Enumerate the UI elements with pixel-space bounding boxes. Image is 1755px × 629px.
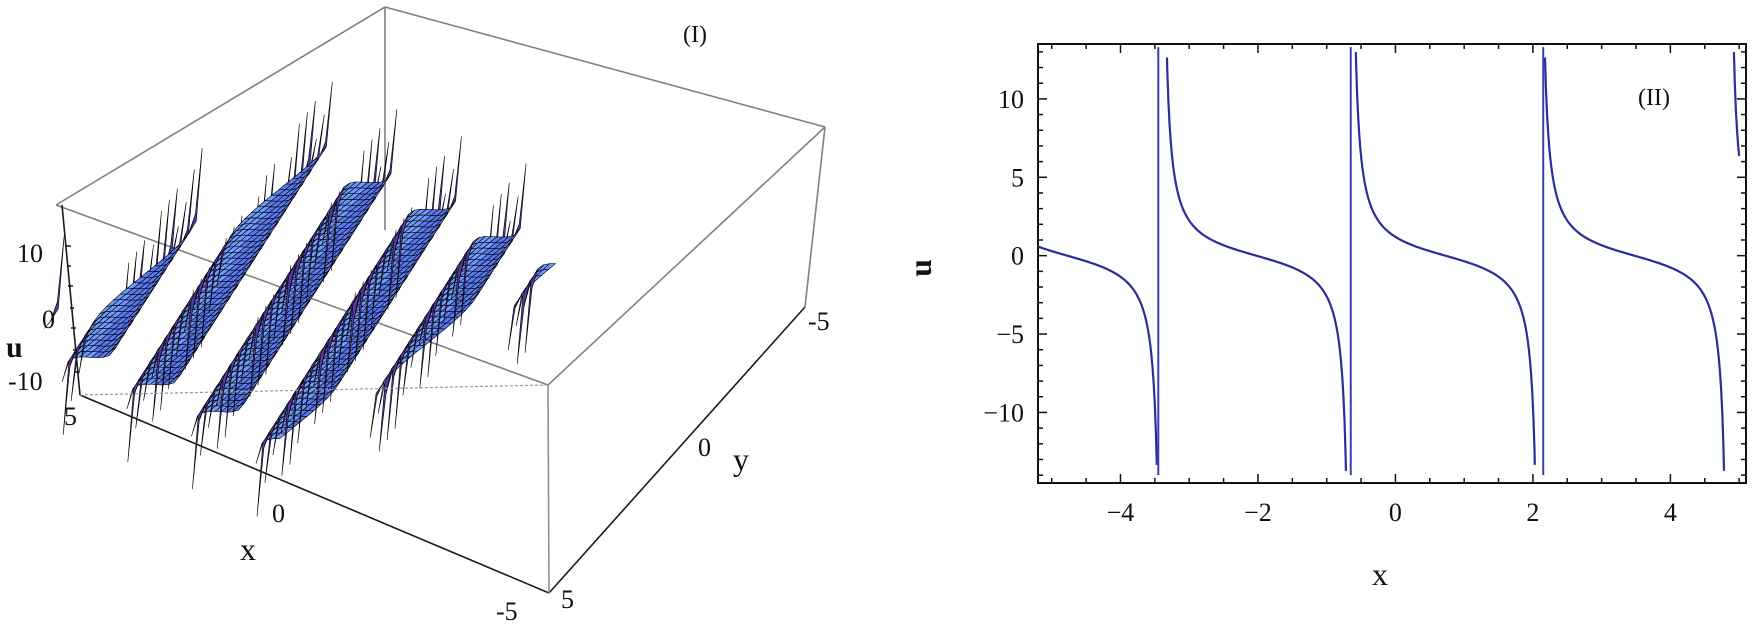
svg-text:5: 5 <box>1011 163 1024 192</box>
tick-labels: −4 −2 0 2 4 10 5 0 −5 −10 <box>983 85 1677 527</box>
svg-text:−2: −2 <box>1244 498 1272 527</box>
panel-label-I: (I) <box>683 22 707 48</box>
svg-text:0: 0 <box>1389 498 1402 527</box>
z-tick-10: 10 <box>17 239 43 268</box>
panel-label-II: (II) <box>1638 85 1670 111</box>
svg-text:−4: −4 <box>1107 498 1135 527</box>
bounding-box-front <box>61 204 806 594</box>
x-tick-5: 5 <box>64 402 77 431</box>
z-tick-minus-10: -10 <box>8 367 43 396</box>
x-tick-0: 0 <box>272 499 285 528</box>
svg-text:4: 4 <box>1664 498 1677 527</box>
y-axis-label: u <box>902 259 938 277</box>
box-right-vertical-edge <box>804 126 826 308</box>
line-plot: −4 −2 0 2 4 10 5 0 −5 −10 x u (II) <box>902 43 1747 592</box>
surface-plot: 10 0 -10 u 5 0 -5 x 5 0 -5 y (I) <box>6 6 830 626</box>
x-tick-minus-5: -5 <box>496 597 518 626</box>
y-tick-5: 5 <box>561 585 574 614</box>
box-front-vertical-edge <box>547 384 550 594</box>
axis-ticks <box>1038 44 1746 483</box>
box-bottom-back-edge <box>79 384 549 396</box>
surface-mesh <box>44 81 557 517</box>
data-curves <box>1037 47 1741 476</box>
line-plot-panel: −4 −2 0 2 4 10 5 0 −5 −10 x u (II) <box>860 0 1755 629</box>
svg-text:−5: −5 <box>996 320 1024 349</box>
svg-text:−10: −10 <box>983 398 1024 427</box>
z-axis-label: u <box>6 331 23 364</box>
x-axis-label: x <box>1372 556 1388 592</box>
y-tick-minus-5: -5 <box>808 307 830 336</box>
surface-plot-panel: 10 0 -10 u 5 0 -5 x 5 0 -5 y (I) <box>0 0 860 629</box>
y-tick-0: 0 <box>698 433 711 462</box>
svg-text:2: 2 <box>1526 498 1539 527</box>
svg-text:0: 0 <box>1011 242 1024 271</box>
svg-text:10: 10 <box>998 85 1024 114</box>
plot-frame <box>1037 43 1747 484</box>
z-axis-ticks <box>65 245 79 373</box>
x-axis-label: x <box>240 531 256 567</box>
y-axis-label: y <box>733 441 749 477</box>
z-tick-0: 0 <box>42 305 55 334</box>
bounding-box-back <box>55 6 826 386</box>
